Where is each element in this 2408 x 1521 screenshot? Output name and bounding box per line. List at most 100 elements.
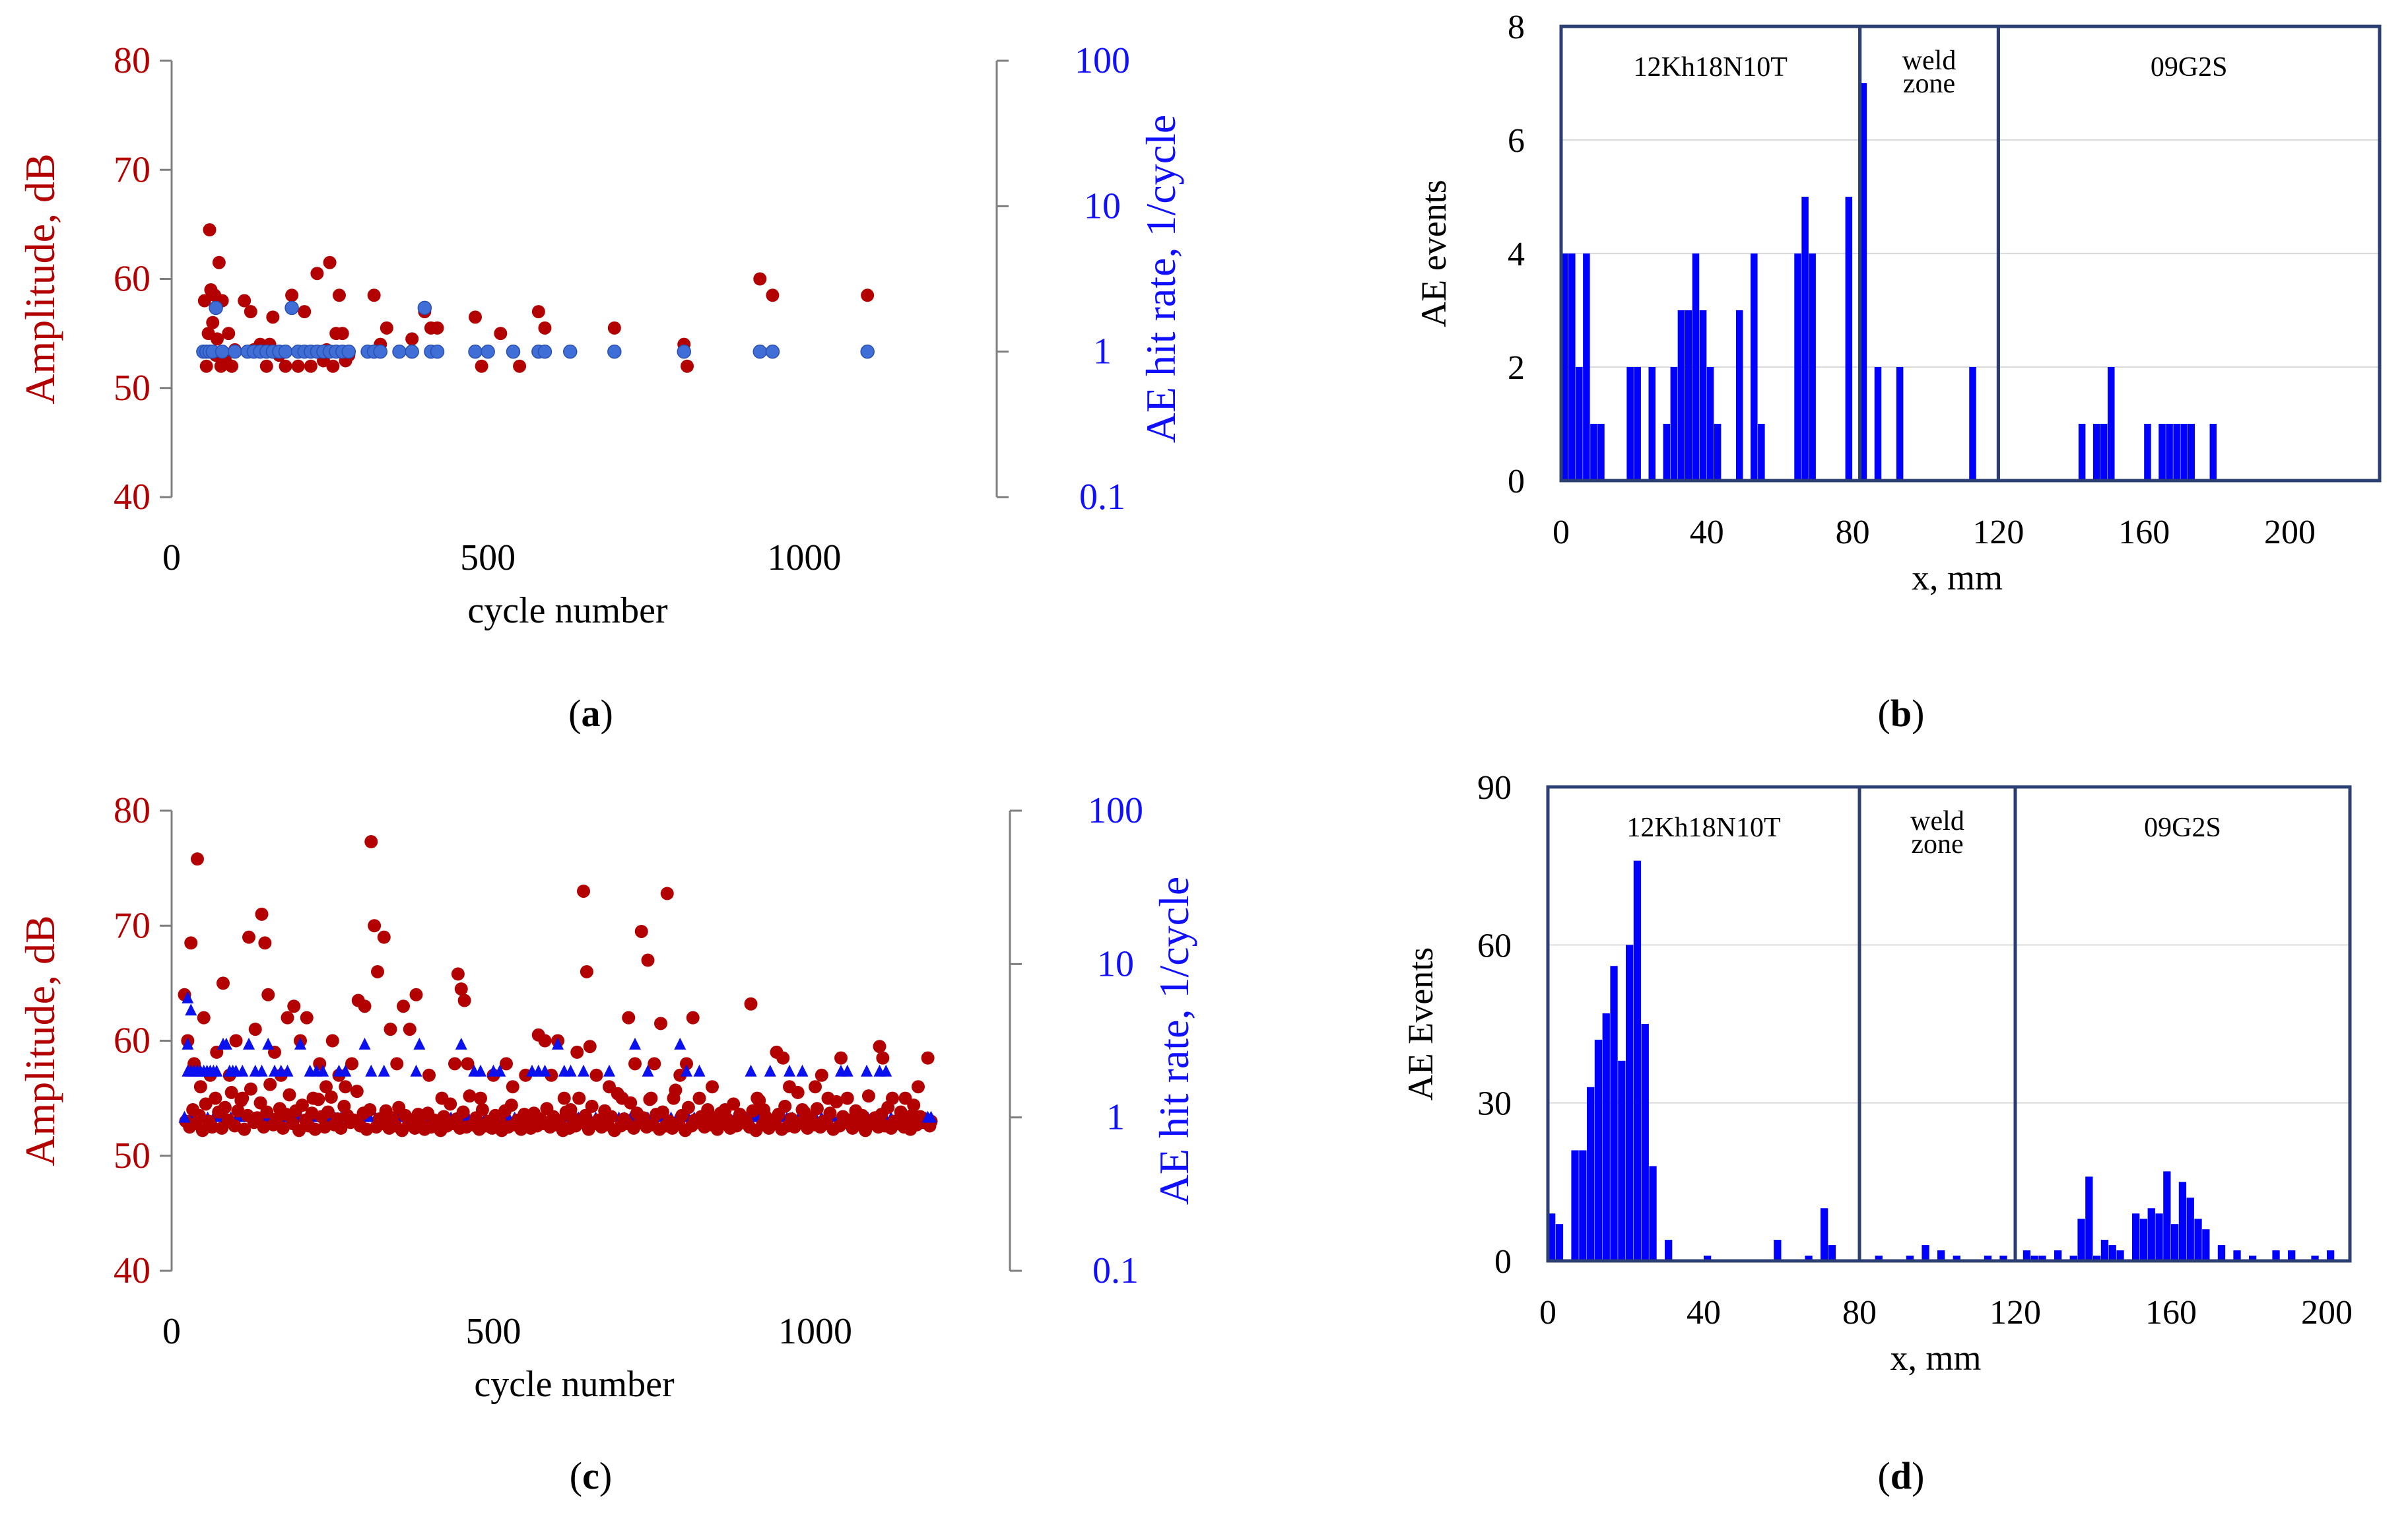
hit-rate-point <box>552 1037 564 1050</box>
hit-rate-point <box>339 1064 352 1077</box>
amplitude-point <box>263 1077 277 1091</box>
hit-rate-point <box>841 1064 853 1077</box>
right-tick-label: 100 <box>1088 790 1143 831</box>
amplitude-point <box>222 327 236 341</box>
zone-label: 12Kh18N10T <box>1626 813 1780 843</box>
x-tick-label: 1000 <box>778 1311 852 1352</box>
histogram-bar <box>2093 1256 2101 1261</box>
x-tick-label: 80 <box>1836 514 1870 551</box>
right-tick-label: 1 <box>1106 1097 1125 1138</box>
amplitude-point <box>861 1089 875 1103</box>
hit-rate-point <box>262 1037 275 1050</box>
histogram-bar <box>1633 860 1642 1261</box>
y-tick-label: 30 <box>1477 1085 1512 1123</box>
amplitude-point <box>326 359 340 373</box>
histogram-bar <box>2023 1250 2031 1261</box>
amplitude-point <box>266 310 280 324</box>
amplitude-point <box>384 1023 397 1036</box>
x-tick-label: 40 <box>1690 514 1724 551</box>
panel-label-b: (b) <box>1878 692 1925 735</box>
histogram-bar <box>1568 254 1576 481</box>
histogram-bar <box>2108 1245 2116 1261</box>
amplitude-point <box>607 321 621 335</box>
amplitude-point <box>390 1057 404 1071</box>
amplitude-point <box>205 1120 219 1134</box>
histogram-bar <box>2202 1229 2210 1261</box>
left-tick-label: 80 <box>114 790 150 831</box>
right-tick-label: 0.1 <box>1079 477 1125 518</box>
amplitude-point <box>669 1083 683 1097</box>
histogram-bar <box>1874 367 1882 481</box>
amplitude-point <box>461 1057 475 1071</box>
histogram-bar <box>2186 1198 2194 1261</box>
hit-rate-point <box>563 344 578 359</box>
amplitude-point <box>861 288 875 302</box>
amplitude-point <box>538 321 552 335</box>
histogram-bar <box>1969 367 1976 481</box>
amplitude-point <box>611 1087 624 1100</box>
hit-rate-point <box>539 1064 551 1077</box>
hit-rate-point <box>468 344 483 359</box>
histogram-bar <box>1794 254 1801 481</box>
histogram-bar <box>1579 1150 1587 1261</box>
amplitude-point <box>300 1011 314 1025</box>
amplitude-point <box>248 1023 262 1036</box>
amplitude-point <box>250 1111 264 1125</box>
y-tick-label: 4 <box>1508 236 1525 273</box>
y-axis-title: AE Events <box>1401 947 1440 1100</box>
x-tick-label: 80 <box>1842 1294 1877 1332</box>
amplitude-point <box>776 1051 790 1065</box>
hit-rate-point <box>182 991 194 1003</box>
amplitude-point <box>809 1080 822 1094</box>
amplitude-point <box>258 936 272 950</box>
zone-frame <box>1996 24 2382 483</box>
amplitude-point <box>557 1091 571 1105</box>
histogram-bar <box>2100 424 2108 481</box>
hit-rate-point <box>537 344 552 359</box>
left-tick-label: 60 <box>114 1021 150 1062</box>
left-tick-label: 80 <box>114 40 150 81</box>
x-tick-label: 0 <box>162 537 181 578</box>
amplitude-point <box>513 359 527 373</box>
panel-label-c: (c) <box>570 1454 612 1497</box>
amplitude-point <box>397 999 410 1013</box>
y-tick-label: 0 <box>1508 463 1525 500</box>
histogram-bar <box>2188 424 2195 481</box>
histogram-bar <box>1665 1240 1673 1261</box>
right-tick-label: 10 <box>1097 943 1134 984</box>
hit-rate-point <box>693 1064 706 1077</box>
x-tick-label: 0 <box>1553 514 1570 551</box>
zone-label: 09G2S <box>2144 813 2221 843</box>
histogram-bar <box>1774 1240 1782 1261</box>
amplitude-point <box>291 359 305 373</box>
x-axis-title: x, mm <box>1912 558 2003 597</box>
amplitude-point <box>364 835 378 849</box>
amplitude-point <box>229 1034 243 1048</box>
amplitude-point <box>193 1080 207 1094</box>
histogram-bar <box>1984 1256 1992 1261</box>
amplitude-point <box>572 1091 586 1105</box>
amplitude-point <box>444 1097 457 1111</box>
left-axis-title: Amplitude, dB <box>17 153 63 404</box>
amplitude-point <box>212 255 226 269</box>
amplitude-point <box>203 223 217 237</box>
hit-rate-point <box>796 1064 809 1077</box>
hit-rate-point <box>880 1064 892 1077</box>
histogram-bar <box>2116 1250 2124 1261</box>
hit-rate-point <box>413 1037 426 1050</box>
histogram-bar <box>1648 367 1656 481</box>
amplitude-point <box>287 999 301 1013</box>
hit-rate-point <box>405 344 419 359</box>
hit-rate-point <box>373 344 387 359</box>
histogram-bar <box>1634 367 1641 481</box>
histogram-bar <box>2144 424 2151 481</box>
amplitude-point <box>358 999 372 1013</box>
histogram-bar <box>2272 1250 2280 1261</box>
y-tick-label: 60 <box>1477 927 1512 964</box>
hit-rate-point <box>607 344 622 359</box>
amplitude-point <box>583 1040 597 1054</box>
hit-rate-point <box>603 1064 615 1077</box>
amplitude-point <box>752 1094 766 1108</box>
hit-rate-point <box>745 1064 757 1077</box>
